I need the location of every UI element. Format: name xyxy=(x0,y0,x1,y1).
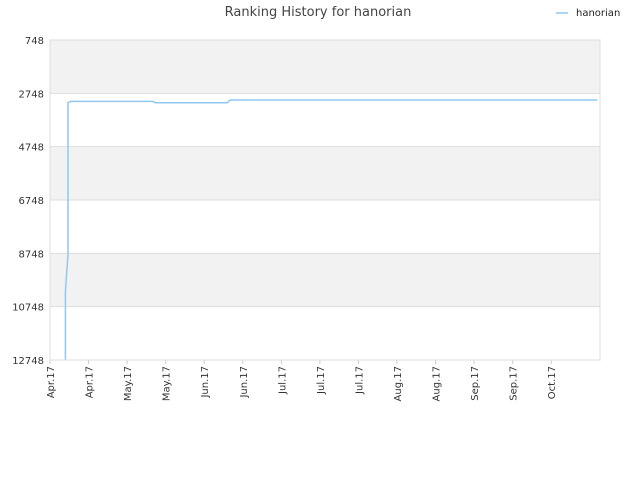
x-tick-label: Aug.17 xyxy=(432,366,443,401)
x-tick-label: Jul.17 xyxy=(316,366,327,395)
x-tick-label: Apr.17 xyxy=(85,366,96,398)
plot-band xyxy=(50,306,600,360)
x-tick-label: Jul.17 xyxy=(354,366,365,395)
series-layer xyxy=(64,99,598,360)
y-tick-label: 2748 xyxy=(19,89,44,100)
x-tick-label: Oct.17 xyxy=(547,366,558,399)
x-tick-label: Sep.17 xyxy=(509,366,520,401)
x-tick-label: Aug.17 xyxy=(393,366,404,401)
plot-band xyxy=(50,253,600,307)
plot-bands xyxy=(50,40,600,360)
x-axis-ticks: Apr.17 Apr.17 May.17 May.17 Jun.17 Jun.17 Jul.… xyxy=(46,360,558,401)
x-tick-label: Apr.17 xyxy=(46,366,57,398)
plot-band xyxy=(50,200,600,254)
x-tick-label: Jun.17 xyxy=(200,366,211,399)
y-axis-ticks: 748 2748 4748 6748 8748 10748 12748 xyxy=(12,36,44,367)
x-tick-label: Sep.17 xyxy=(470,366,481,401)
legend: hanorian xyxy=(556,8,620,19)
plot-frame xyxy=(49,39,601,361)
y-tick-label: 6748 xyxy=(19,196,44,207)
x-tick-label: May.17 xyxy=(162,366,173,401)
x-tick-label: Jun.17 xyxy=(239,366,250,399)
y-tick-label: 8748 xyxy=(19,249,44,260)
x-tick-label: Jul.17 xyxy=(277,366,288,395)
x-tick-label: May.17 xyxy=(123,366,134,401)
grid-lines xyxy=(50,39,600,361)
y-tick-label: 748 xyxy=(25,36,44,47)
series-line-hanorian xyxy=(64,99,598,360)
y-tick-label: 12748 xyxy=(12,356,44,367)
chart-title: Ranking History for hanorian xyxy=(225,5,412,20)
plot-band xyxy=(50,93,600,147)
plot-band xyxy=(50,40,600,94)
y-tick-label: 4748 xyxy=(19,143,44,154)
y-tick-label: 10748 xyxy=(12,303,44,314)
legend-label-hanorian: hanorian xyxy=(576,8,620,19)
plot-band xyxy=(50,146,600,200)
